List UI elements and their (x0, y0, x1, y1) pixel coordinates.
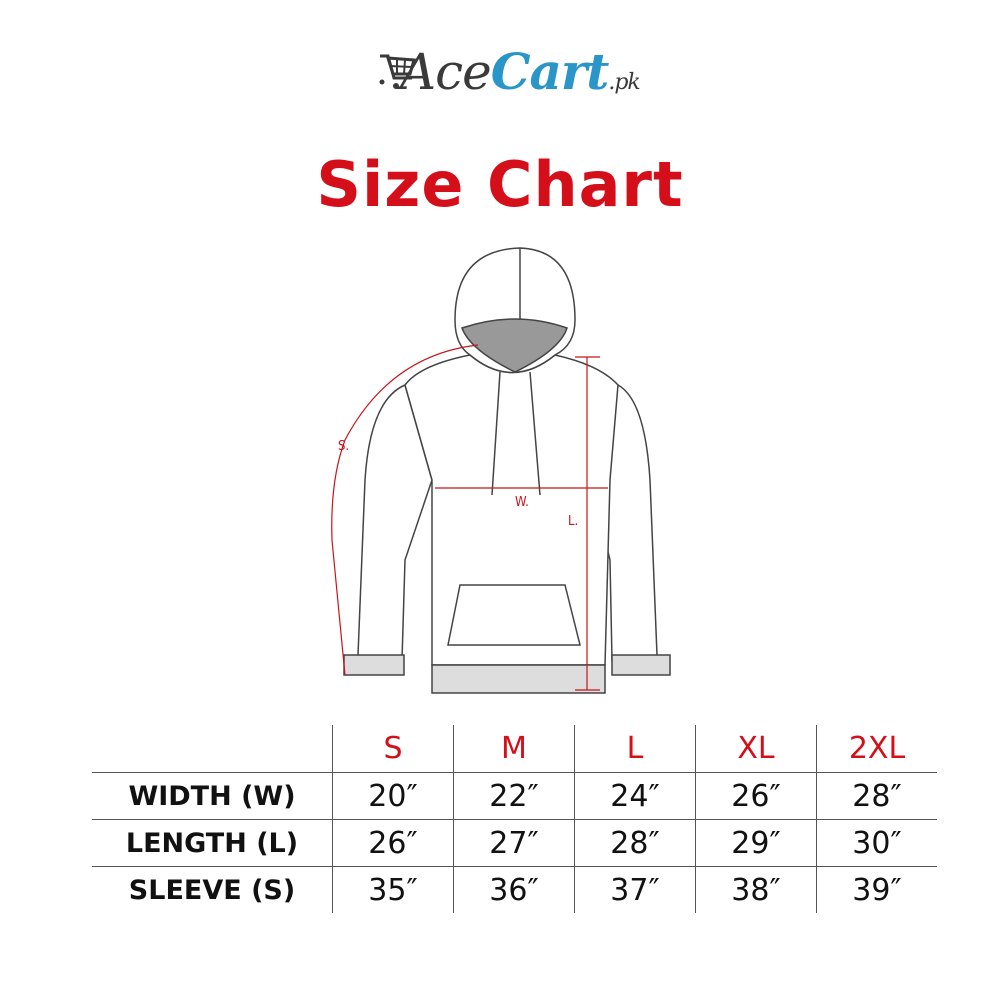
cell: 28″ (574, 819, 696, 867)
cell: 36″ (453, 866, 575, 913)
cell: 27″ (453, 819, 575, 867)
cell: 37″ (574, 866, 696, 913)
size-table: S M L XL 2XL WIDTH (W) 20″ 22″ 24″ 26″ 2… (92, 725, 937, 913)
shopping-cart-icon (379, 54, 416, 89)
table-row-sleeve: SLEEVE (S) 35″ 36″ 37″ 38″ 39″ (92, 866, 937, 913)
cell: 30″ (816, 819, 937, 867)
logo-text-ace: Ace (400, 43, 492, 101)
cell: 35″ (332, 866, 454, 913)
cell: 39″ (816, 866, 937, 913)
cell: 22″ (453, 772, 575, 820)
cell: 38″ (695, 866, 817, 913)
cell: 28″ (816, 772, 937, 820)
cell: 29″ (695, 819, 817, 867)
sleeve-measure-line (331, 344, 479, 676)
table-row-length: LENGTH (L) 26″ 27″ 28″ 29″ 30″ (92, 819, 937, 867)
cell: 20″ (332, 772, 454, 820)
table-row-width: WIDTH (W) 20″ 22″ 24″ 26″ 28″ (92, 772, 937, 820)
length-label: L. (568, 514, 578, 529)
cell: 24″ (574, 772, 696, 820)
size-xl: XL (695, 725, 817, 773)
size-m: M (453, 725, 575, 773)
acecart-logo: AceCart.pk (378, 42, 648, 118)
row-label: SLEEVE (S) (92, 866, 333, 913)
page-title: Size Chart (316, 148, 684, 221)
empty-corner (92, 725, 333, 773)
logo-text-pk: .pk (608, 70, 640, 95)
hoodie-diagram: S. W. L. (331, 247, 671, 694)
kangaroo-pocket (447, 584, 581, 646)
size-l: L (574, 725, 696, 773)
size-header-row: S M L XL 2XL (92, 725, 937, 773)
row-label: WIDTH (W) (92, 772, 333, 820)
left-cuff (343, 654, 405, 676)
width-label: W. (515, 495, 529, 510)
row-label: LENGTH (L) (92, 819, 333, 867)
logo-text-cart: Cart (490, 42, 610, 101)
waistband (431, 664, 606, 694)
size-s: S (332, 725, 454, 773)
sleeve-label: S. (338, 439, 349, 454)
size-2xl: 2XL (816, 725, 937, 773)
cell: 26″ (332, 819, 454, 867)
cell: 26″ (695, 772, 817, 820)
right-cuff (611, 654, 671, 676)
